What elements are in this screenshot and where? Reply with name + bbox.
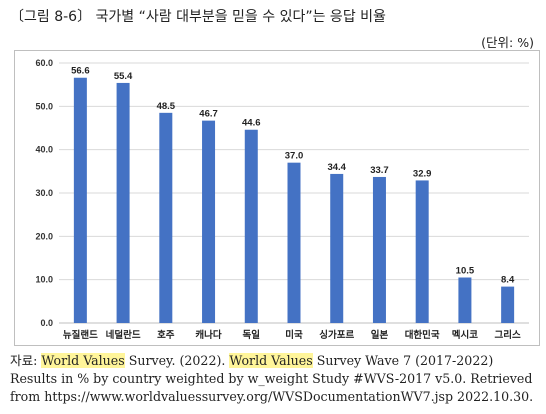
data-label: 46.7 (199, 109, 218, 120)
data-label: 55.4 (114, 71, 133, 82)
y-tick-label: 0.0 (40, 318, 53, 328)
bar (501, 286, 515, 323)
bar (372, 176, 386, 323)
x-tick-label: 멕시코 (452, 329, 478, 341)
x-tick-label: 캐나다 (195, 329, 221, 341)
bar (330, 173, 344, 323)
y-tick-label: 20.0 (35, 231, 53, 241)
bar (287, 162, 301, 323)
source-highlight-1: World Values (41, 353, 125, 368)
x-tick-label: 그리스 (495, 329, 521, 341)
y-tick-label: 60.0 (35, 58, 53, 68)
data-label: 56.6 (71, 66, 90, 77)
data-label: 32.9 (413, 168, 432, 179)
data-label: 48.5 (157, 101, 176, 112)
bar (244, 129, 258, 323)
data-label: 33.7 (370, 165, 389, 176)
bar (159, 112, 173, 323)
bar-chart: 0.0 10.0 20.0 30.0 40.0 50.0 60.0 56.6 뉴질랜드 55.4 네… (35, 58, 529, 341)
data-label: 34.4 (327, 162, 346, 173)
bar (458, 277, 472, 323)
x-tick-label: 일본 (371, 329, 389, 341)
x-tick-label: 네덜란드 (106, 329, 141, 341)
x-tick-label: 싱가포르 (319, 329, 354, 341)
source-note: 자료: World Values Survey. (2022). World V… (10, 352, 540, 406)
data-label: 37.0 (285, 151, 304, 162)
bar (415, 180, 429, 323)
y-tick-label: 40.0 (35, 145, 53, 155)
x-tick-label: 뉴질랜드 (63, 329, 98, 341)
y-tick-label: 10.0 (35, 275, 53, 285)
data-label: 8.4 (501, 275, 515, 286)
data-label: 44.6 (242, 118, 260, 129)
x-tick-label: 호주 (157, 330, 175, 341)
source-highlight-2: World Values (229, 353, 313, 368)
x-tick-label: 미국 (285, 329, 303, 341)
bar (202, 120, 216, 323)
bar (116, 82, 130, 323)
y-tick-label: 50.0 (35, 101, 53, 111)
source-text-1: Survey. (2022). (124, 353, 230, 368)
source-text-2: Survey Wave 7 (2017-2022) Results in % b… (10, 353, 534, 404)
data-label: 10.5 (456, 266, 475, 277)
chart-area: 0.0 10.0 20.0 30.0 40.0 50.0 60.0 56.6 뉴질랜드 55.4 네… (14, 50, 540, 346)
source-prefix: 자료: (10, 353, 42, 368)
y-tick-label: 30.0 (35, 188, 53, 198)
x-tick-label: 대한민국 (405, 329, 440, 341)
bar (73, 77, 87, 323)
unit-label: (단위: %) (481, 35, 534, 50)
x-tick-label: 독일 (243, 329, 261, 341)
figure-title: 〔그림 8-6〕 국가별 “사람 대부분을 믿을 수 있다”는 응답 비율 (10, 9, 386, 25)
